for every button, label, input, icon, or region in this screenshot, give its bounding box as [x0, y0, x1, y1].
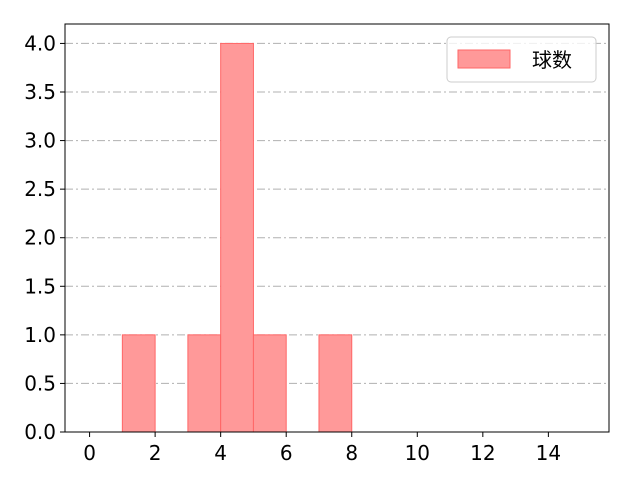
x-tick-label: 10 — [405, 441, 430, 465]
histogram-bar — [187, 334, 222, 433]
y-tick-label: 0.0 — [24, 420, 56, 444]
y-axis: 0.0 0.5 1.0 1.5 2.0 2.5 3.0 3.5 4.0 — [24, 31, 65, 444]
y-tick-label: 0.5 — [24, 371, 56, 395]
histogram-bar — [318, 334, 353, 433]
legend-swatch — [457, 49, 511, 69]
x-tick-label: 0 — [83, 441, 96, 465]
y-tick-label: 1.5 — [24, 274, 56, 298]
histogram-bar — [220, 42, 254, 433]
y-tick-label: 1.0 — [24, 323, 56, 347]
y-tick-label: 4.0 — [24, 31, 56, 55]
legend: 球数 — [446, 36, 597, 83]
x-tick-label: 14 — [536, 441, 561, 465]
y-tick-label: 3.5 — [24, 80, 56, 104]
legend-label: 球数 — [532, 48, 572, 72]
histogram-bar — [121, 334, 156, 433]
histogram-bar — [252, 334, 287, 433]
plot-area-frame — [64, 23, 610, 433]
x-tick-label: 4 — [214, 441, 227, 465]
x-axis: 0 2 4 6 8 10 12 14 — [83, 432, 561, 465]
x-tick-label: 6 — [280, 441, 293, 465]
y-tick-label: 2.5 — [24, 177, 56, 201]
y-tick-label: 2.0 — [24, 226, 56, 250]
x-tick-label: 8 — [345, 441, 358, 465]
x-tick-label: 2 — [149, 441, 162, 465]
x-tick-label: 12 — [470, 441, 495, 465]
y-tick-label: 3.0 — [24, 129, 56, 153]
bars — [121, 42, 353, 433]
